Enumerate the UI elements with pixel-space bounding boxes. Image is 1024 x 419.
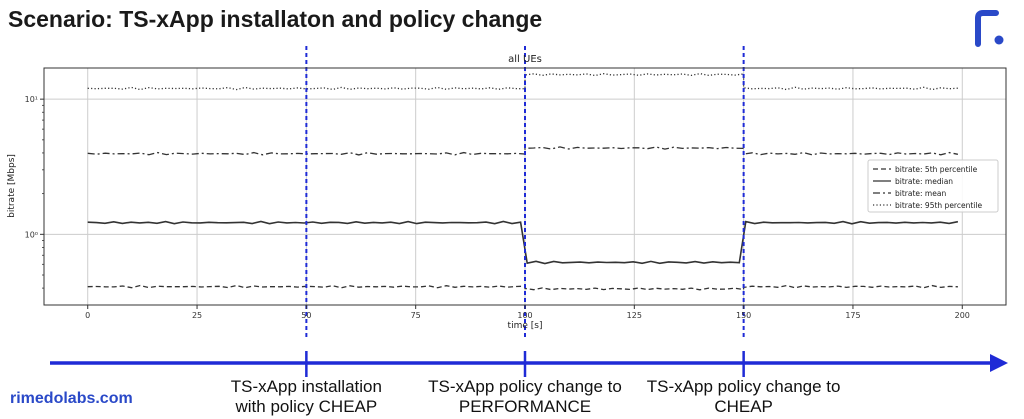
- series-line-0: [87, 284, 958, 291]
- series-line-2: [87, 146, 959, 156]
- x-tick-label: 175: [845, 311, 860, 320]
- annotation-line-1: TS-xApp installation: [230, 377, 382, 396]
- x-axis-label: time [s]: [508, 321, 543, 331]
- x-tick-label: 125: [627, 311, 642, 320]
- event-annotation-2: TS-xApp policy change to CHEAP: [634, 377, 854, 417]
- x-tick-label: 100: [517, 311, 532, 320]
- chart-ticks: 0 25 50 75 100 125 150 175 200 10⁰ 10¹: [25, 95, 970, 320]
- annotation-line-1: TS-xApp policy change to: [428, 377, 622, 396]
- y-tick-label: 10¹: [25, 95, 38, 104]
- slide-title: Scenario: TS-xApp installaton and policy…: [8, 6, 543, 32]
- annotation-line-2: with policy CHEAP: [235, 397, 378, 416]
- x-tick-label: 150: [736, 311, 751, 320]
- legend-label: bitrate: median: [895, 177, 953, 186]
- series-line-1: [87, 220, 959, 265]
- x-tick-label: 200: [955, 311, 970, 320]
- annotation-line-2: PERFORMANCE: [458, 397, 592, 416]
- legend-label: bitrate: 95th percentile: [895, 201, 982, 210]
- annotation-line-2: CHEAP: [714, 397, 773, 416]
- rimedo-logo-icon: [975, 10, 1004, 47]
- timeline-arrowhead-icon: [990, 354, 1008, 372]
- event-lines: [305, 46, 745, 340]
- x-tick-label: 25: [192, 311, 202, 320]
- timeline-ticks: [305, 351, 745, 377]
- x-tick-label: 75: [411, 311, 421, 320]
- legend-label: bitrate: 5th percentile: [895, 165, 978, 174]
- chart-legend: bitrate: 5th percentile bitrate: median bi…: [867, 159, 999, 213]
- legend-label: bitrate: mean: [895, 189, 946, 198]
- y-tick-label: 10⁰: [25, 230, 38, 239]
- annotation-line-1: TS-xApp policy change to: [646, 377, 841, 396]
- chart-title: all UEs: [508, 54, 542, 65]
- x-tick-label: 50: [301, 311, 311, 320]
- bitrate-chart: 0 25 50 75 100 125 150 175 200 10⁰ 10¹ bitrate: 5t…: [7, 46, 1007, 340]
- event-annotation-1: TS-xApp policy change to PERFORMANCE: [415, 377, 635, 417]
- y-axis-label: bitrate [Mbps]: [7, 154, 17, 218]
- x-tick-label: 0: [85, 311, 90, 320]
- event-annotation-0: TS-xApp installation with policy CHEAP: [196, 377, 416, 417]
- series-line-3: [87, 72, 958, 91]
- brand-name: rimedolabs.com: [10, 390, 133, 407]
- chart-series: [87, 72, 959, 291]
- legend-box: [867, 159, 999, 213]
